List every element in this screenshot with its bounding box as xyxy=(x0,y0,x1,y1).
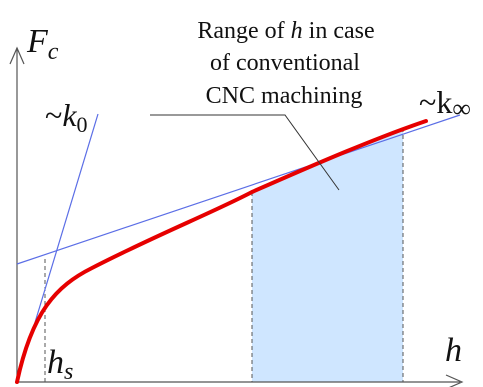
range-annotation-line2: of conventional xyxy=(210,50,360,76)
y-axis-label: Fc xyxy=(26,23,59,65)
hs-label: hs xyxy=(47,344,73,385)
range-annotation-line3: CNC machining xyxy=(206,83,363,109)
y-axis-arrow xyxy=(9,46,25,65)
x-axis-label: h xyxy=(445,332,462,369)
force-curve xyxy=(15,119,428,384)
range-annotation-line1: Range of h in case xyxy=(197,18,374,44)
k-infinity-label: ~k∞ xyxy=(419,84,471,123)
k0-label: ~k0 xyxy=(45,97,88,137)
range-callout-line xyxy=(150,114,340,191)
machining-range-area xyxy=(252,128,403,382)
k-infinity-slope-line xyxy=(16,114,461,265)
x-axis-arrow xyxy=(445,374,464,387)
